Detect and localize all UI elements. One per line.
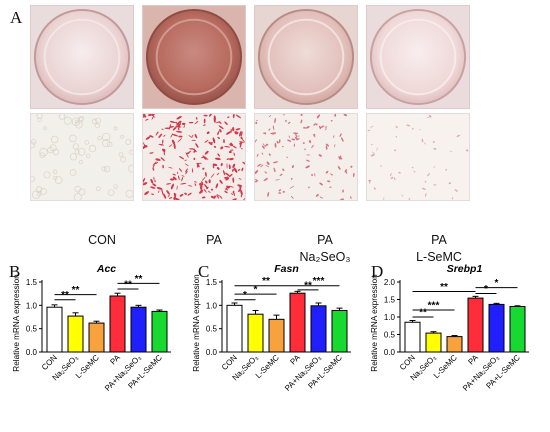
acc-x-tick-label: PA — [108, 353, 122, 367]
fasn-y-tick-label: 1.0 — [206, 301, 218, 310]
srebp1-y-tick-label: 1.5 — [384, 296, 396, 305]
srebp1-chart-title: Srebp1 — [447, 263, 483, 275]
acc-significance-label: ** — [72, 285, 80, 296]
group-label-con: CON — [88, 233, 116, 247]
srebp1-significance-label: *** — [428, 301, 440, 312]
fasn-x-tick-label: PA — [288, 353, 302, 367]
acc-y-tick-label: 0.5 — [26, 325, 38, 334]
srebp1-y-tick-label: 0.0 — [384, 348, 396, 357]
srebp1-y-tick-label: 2.0 — [384, 278, 396, 287]
micrograph-pa — [142, 113, 246, 201]
fasn-x-tick-label: L-SeMC — [254, 353, 281, 380]
acc-bar — [151, 310, 168, 353]
photo-panel-a — [30, 5, 470, 203]
srebp1-significance-label: * — [495, 278, 499, 289]
fasn-chart-title: Fasn — [274, 263, 299, 275]
acc-significance-label: ** — [135, 274, 143, 285]
srebp1-bar — [425, 332, 442, 353]
srebp1-bar — [446, 336, 463, 353]
acc-y-axis-label: Relative mRNA expression — [12, 274, 21, 372]
srebp1-bar — [488, 303, 505, 353]
well-photo-pa-lsemc — [366, 5, 470, 109]
srebp1-y-tick-label: 0.5 — [384, 331, 396, 340]
fasn-significance-label: *** — [313, 276, 325, 287]
acc-chart-title: Acc — [96, 263, 116, 275]
group-label-pa-na2seo3: PA Na₂SeO₃ — [299, 233, 351, 264]
acc-x-tick-label: L-SeMC — [74, 353, 101, 380]
group-label-pa: PA — [206, 233, 222, 247]
fasn-y-axis-label: Relative mRNA expression — [192, 274, 201, 372]
fasn-bar — [226, 304, 243, 353]
micrograph-con — [30, 113, 134, 201]
panel-label-a: A — [10, 8, 23, 27]
acc-bar — [88, 322, 105, 353]
fasn-significance-label: ** — [262, 276, 270, 287]
bar-chart-fasn: Fasn Relative mRNA expression 0.0 0.5 1.0 1.5… — [192, 263, 351, 393]
srebp1-y-axis-label: Relative mRNA expression — [370, 274, 379, 372]
acc-significance-label: ** — [124, 280, 132, 291]
srebp1-x-tick-label: PA — [466, 353, 480, 367]
bar-chart-srebp1: Srebp1 Relative mRNA expression 0.0 0.5 1.0 1… — [370, 263, 529, 393]
srebp1-bar — [404, 321, 421, 353]
acc-significance-label: ** — [61, 290, 69, 301]
srebp1-x-tick-label: L-SeMC — [432, 353, 459, 380]
acc-bar — [109, 295, 126, 353]
srebp1-y-tick-label: 1.0 — [384, 313, 396, 322]
panel-label-c: C — [198, 262, 210, 281]
srebp1-bar — [467, 297, 484, 353]
fasn-significance-label: * — [254, 285, 258, 296]
group-label-pa-lsemc: PA L-SeMC — [416, 233, 462, 264]
fasn-significance-label: * — [243, 290, 247, 301]
srebp1-bar — [509, 306, 526, 353]
acc-bar — [67, 315, 84, 353]
fasn-bar — [247, 313, 264, 353]
fasn-bar — [331, 309, 348, 353]
srebp1-significance-label: * — [484, 284, 488, 295]
acc-bar — [130, 306, 147, 353]
well-photo-pa-na2seo3 — [254, 5, 358, 109]
well-photo-pa — [142, 5, 246, 109]
srebp1-significance-label: ** — [440, 282, 448, 293]
micrograph-pa-na2seo3 — [254, 113, 358, 201]
fasn-bar — [268, 318, 285, 353]
fasn-y-tick-label: 0.5 — [206, 325, 218, 334]
panel-label-d: D — [371, 262, 384, 281]
well-photo-con — [30, 5, 134, 109]
fasn-y-tick-label: 0.0 — [206, 348, 218, 357]
acc-y-tick-label: 1.5 — [26, 278, 38, 287]
micrograph-pa-lsemc — [366, 113, 470, 201]
acc-bar — [46, 306, 63, 353]
fasn-y-tick-label: 1.5 — [206, 278, 218, 287]
acc-y-tick-label: 1.0 — [26, 301, 38, 310]
fasn-bar — [310, 305, 327, 353]
panel-label-b: B — [9, 262, 21, 281]
acc-y-tick-label: 0.0 — [26, 348, 38, 357]
srebp1-significance-label: ** — [419, 308, 427, 319]
fasn-bar — [289, 292, 306, 353]
